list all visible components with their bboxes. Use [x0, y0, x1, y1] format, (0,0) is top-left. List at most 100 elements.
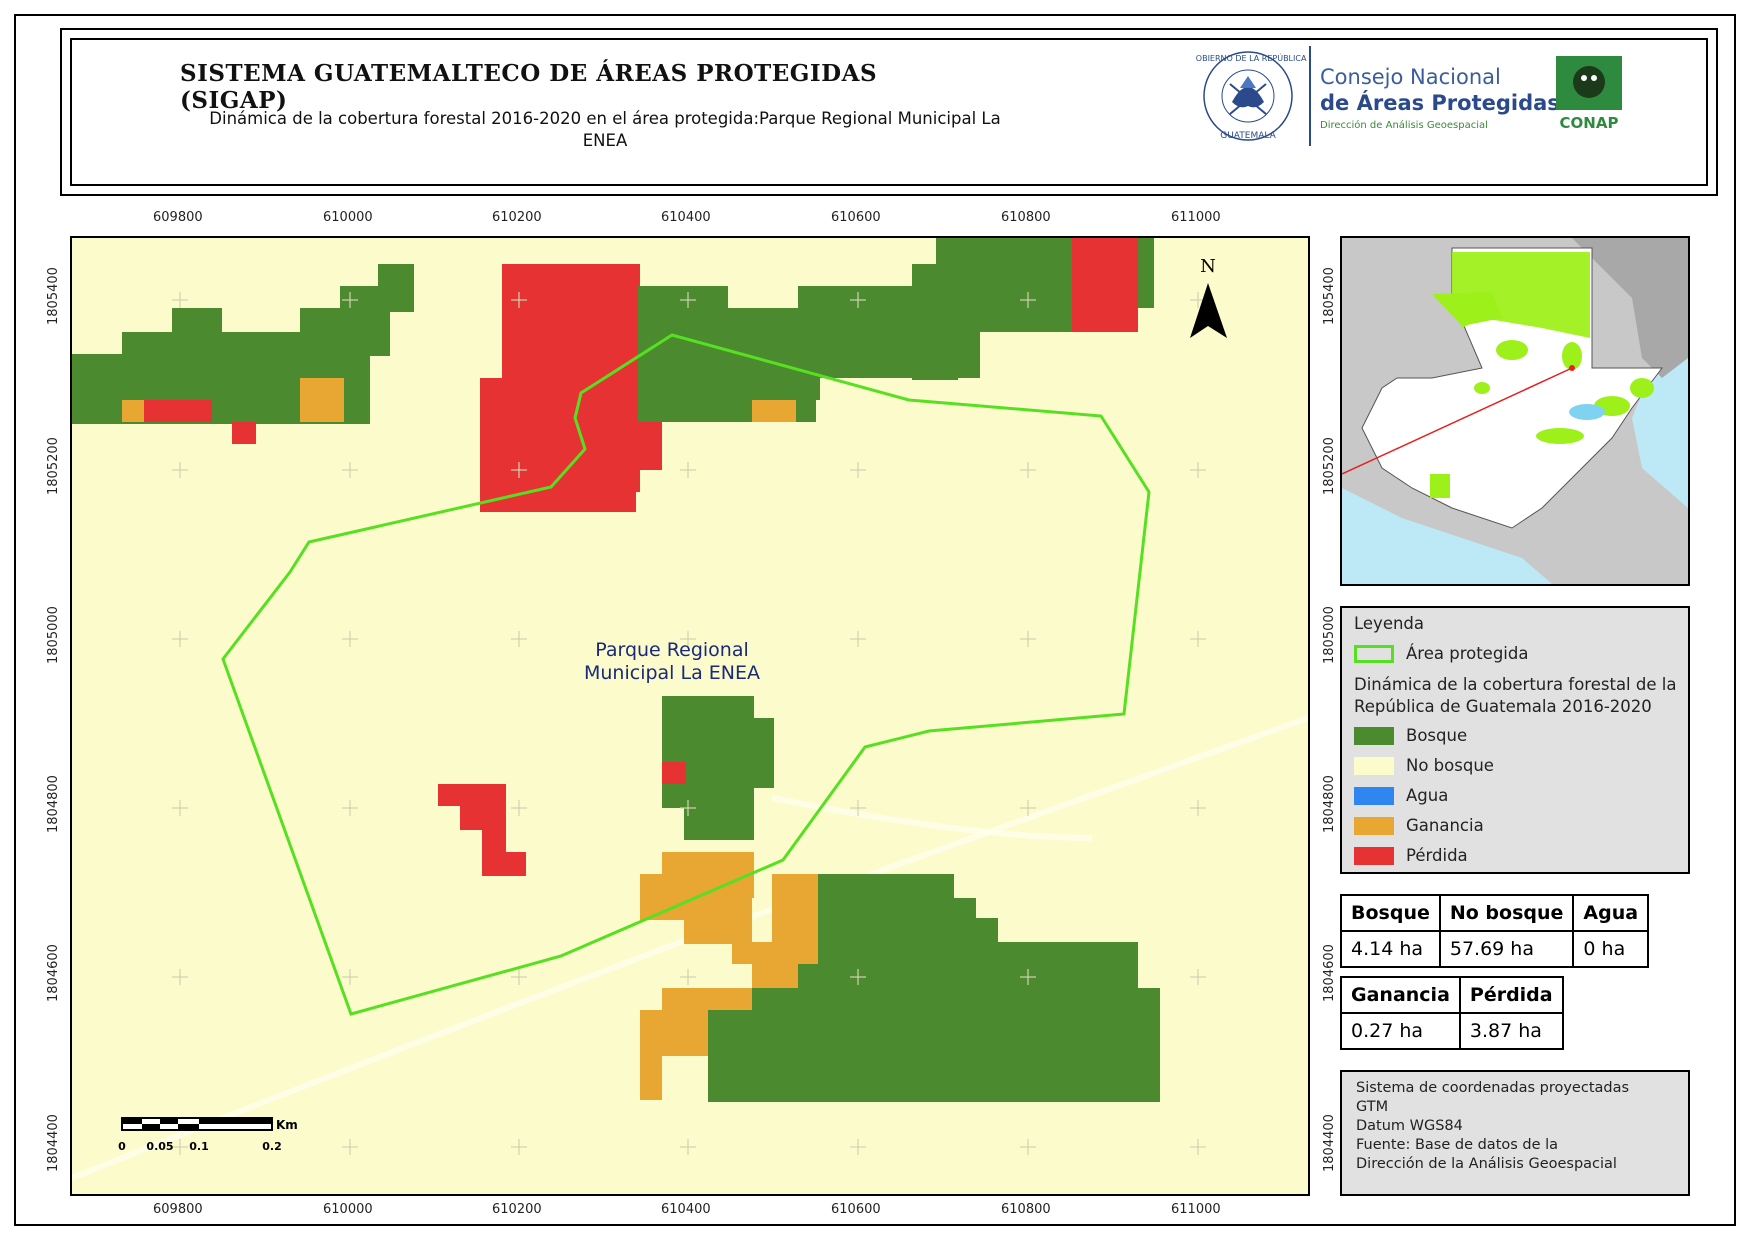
- raster-cell: [1072, 238, 1138, 332]
- raster-cell: [144, 400, 212, 422]
- stats2-header-ganancia: Ganancia: [1340, 976, 1461, 1014]
- stats1-value-no-bosque: 57.69 ha: [1438, 930, 1575, 968]
- protected-area-boundary[interactable]: [221, 333, 1151, 1016]
- stats2-header-perdida: Pérdida: [1458, 976, 1564, 1014]
- raster-cell: [378, 264, 414, 312]
- scale-label-1: 0.05: [146, 1140, 173, 1153]
- coords-line-4: Fuente: Base de datos de la: [1356, 1137, 1559, 1153]
- x-tick-bottom-3: 610400: [661, 1202, 711, 1217]
- y-tick-right-2: 1805000: [1322, 606, 1337, 664]
- y-tick-left-4: 1804600: [46, 944, 61, 1002]
- north-label: N: [1200, 256, 1216, 277]
- conap-line-2: de Áreas Protegidas: [1320, 90, 1560, 115]
- x-tick-top-4: 610600: [831, 210, 881, 225]
- y-tick-left-5: 1804400: [46, 1114, 61, 1172]
- raster-cell: [638, 286, 728, 422]
- north-arrow-icon: N: [1190, 256, 1227, 338]
- locator-map[interactable]: [1340, 236, 1690, 586]
- conap-line-1: Consejo Nacional: [1320, 65, 1501, 89]
- legend-swatch: [1354, 846, 1394, 865]
- stats1-header-no-bosque: No bosque: [1438, 894, 1575, 932]
- forest-cover-raster: [72, 238, 1160, 1102]
- stats-table-2: Ganancia Pérdida 0.27 ha 3.87 ha: [1340, 976, 1564, 1050]
- raster-cell: [222, 332, 302, 424]
- x-tick-bottom-5: 610800: [1001, 1202, 1051, 1217]
- x-tick-bottom-6: 611000: [1171, 1202, 1221, 1217]
- main-map-canvas[interactable]: Parque Regional Municipal La ENEA N Km 0…: [72, 238, 1308, 1194]
- scale-unit: Km: [276, 1118, 298, 1132]
- y-tick-left-3: 1804800: [46, 775, 61, 833]
- legend-label: Bosque: [1406, 726, 1468, 745]
- legend-item-pérdida: Pérdida: [1354, 846, 1468, 865]
- y-tick-left-2: 1805000: [46, 606, 61, 664]
- legend-swatch: [1354, 756, 1394, 775]
- raster-cell: [232, 422, 256, 444]
- raster-cell: [752, 400, 796, 422]
- y-tick-right-1: 1805200: [1322, 437, 1337, 495]
- raster-cell: [706, 718, 754, 832]
- grid-crosses: [172, 292, 1206, 1155]
- legend-item-no-bosque: No bosque: [1354, 756, 1494, 775]
- stats-table-1: Bosque No bosque Agua 4.14 ha 57.69 ha 0…: [1340, 894, 1650, 968]
- legend-item-agua: Agua: [1354, 786, 1448, 805]
- outer-frame: [14, 14, 1736, 1226]
- raster-cell: [640, 1078, 662, 1100]
- legend-item-ganancia: Ganancia: [1354, 816, 1484, 835]
- raster-cell: [684, 898, 752, 944]
- y-tick-right-4: 1804600: [1322, 944, 1337, 1002]
- main-map[interactable]: Parque Regional Municipal La ENEA N Km 0…: [70, 236, 1310, 1196]
- stats1-value-bosque: 4.14 ha: [1340, 930, 1441, 968]
- x-tick-top-0: 609800: [153, 210, 203, 225]
- logos: GOBIERNO DE LA REPÚBLICA GUATEMALA Conse…: [1190, 44, 1696, 152]
- raster-cell: [482, 852, 526, 876]
- header-box: [70, 38, 1708, 186]
- conap-line-3: Dirección de Análisis Geoespacial: [1320, 119, 1488, 131]
- legend-swatch: [1354, 726, 1394, 745]
- scale-label-3: 0.2: [262, 1140, 282, 1153]
- raster-cell: [72, 354, 122, 424]
- raster-cell: [122, 400, 144, 422]
- legend-section-line-1: Dinámica de la cobertura forestal de la: [1354, 675, 1677, 694]
- seal-top-text: GOBIERNO DE LA REPÚBLICA: [1196, 52, 1307, 63]
- x-tick-bottom-1: 610000: [323, 1202, 373, 1217]
- coords-line-1: Sistema de coordenadas proyectadas: [1356, 1080, 1630, 1096]
- y-tick-left-1: 1805200: [46, 437, 61, 495]
- scale-label-2: 0.1: [189, 1140, 209, 1153]
- protected-area-label: Área protegida: [1406, 644, 1529, 663]
- raster-cell: [1072, 238, 1138, 242]
- stats1-header-agua: Agua: [1572, 894, 1650, 932]
- x-tick-bottom-2: 610200: [492, 1202, 542, 1217]
- x-tick-bottom-4: 610600: [831, 1202, 881, 1217]
- y-tick-left-0: 1805400: [46, 267, 61, 325]
- subtitle-line-2: ENEA: [582, 131, 628, 150]
- y-tick-right-3: 1804800: [1322, 775, 1337, 833]
- legend-label: No bosque: [1406, 756, 1494, 775]
- y-tick-right-0: 1805400: [1322, 267, 1337, 325]
- scale-label-0: 0: [118, 1140, 126, 1153]
- area-label-line-2: Municipal La ENEA: [584, 662, 760, 684]
- raster-cell: [662, 762, 686, 784]
- legend-swatch: [1354, 816, 1394, 835]
- page-subtitle: Dinámica de la cobertura forestal 2016-2…: [190, 108, 1020, 152]
- logos-graphic: GOBIERNO DE LA REPÚBLICA GUATEMALA Conse…: [1190, 46, 1622, 146]
- legend-title: Leyenda: [1354, 614, 1425, 633]
- area-label-line-1: Parque Regional: [595, 639, 749, 661]
- conap-badge-text: CONAP: [1560, 114, 1619, 132]
- legend-label: Pérdida: [1406, 846, 1468, 865]
- stats1-value-agua: 0 ha: [1572, 930, 1650, 968]
- legend-swatch: [1354, 786, 1394, 805]
- stats1-header-bosque: Bosque: [1340, 894, 1441, 932]
- conap-badge-logo: CONAP: [1556, 56, 1622, 132]
- raster-cell: [1138, 988, 1160, 1100]
- legend-protected-area: Área protegida: [1354, 644, 1528, 663]
- y-tick-right-5: 1804400: [1322, 1114, 1337, 1172]
- coords-line-5: Dirección de la Análisis Geoespacial: [1356, 1156, 1617, 1172]
- raster-cell: [640, 1010, 662, 1100]
- x-tick-top-6: 611000: [1171, 210, 1221, 225]
- subtitle-line-1: Dinámica de la cobertura forestal 2016-2…: [209, 109, 1001, 128]
- x-tick-top-5: 610800: [1001, 210, 1051, 225]
- legend-label: Ganancia: [1406, 816, 1484, 835]
- legend: Leyenda Área protegida Dinámica de la co…: [1340, 606, 1690, 874]
- x-tick-top-1: 610000: [323, 210, 373, 225]
- scale-bar: Km 0 0.05 0.1 0.2: [118, 1117, 298, 1153]
